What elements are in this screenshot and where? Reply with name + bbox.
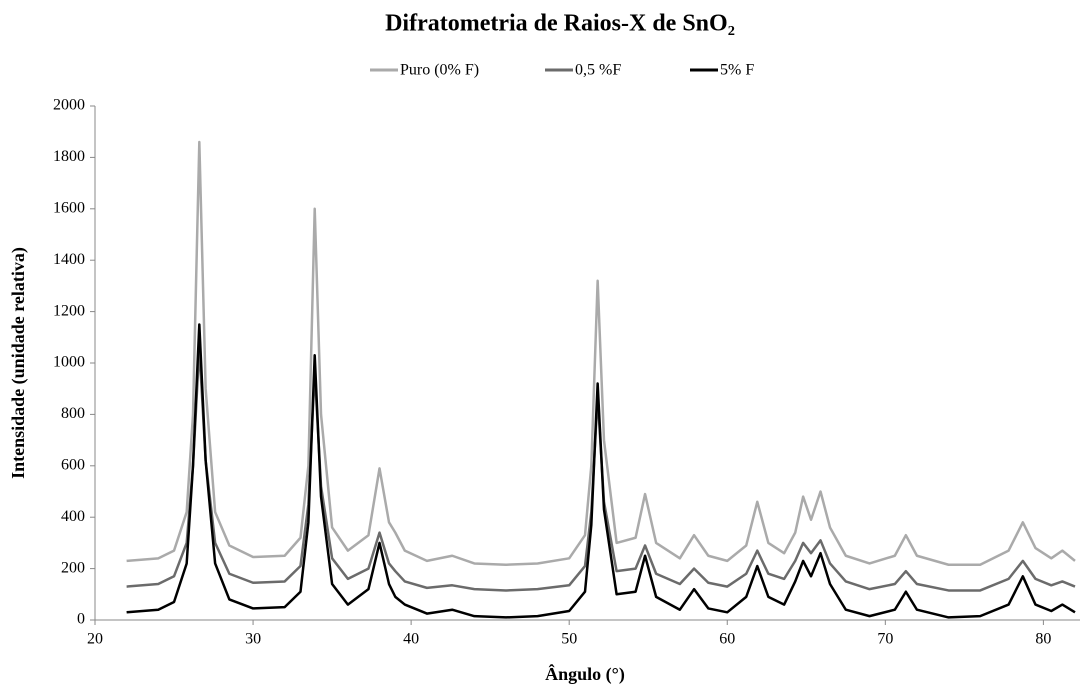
x-tick-label: 30	[245, 631, 261, 648]
y-tick-label: 1800	[53, 148, 85, 165]
y-axis-title: Intensidade (unidade relativa)	[8, 247, 29, 479]
y-tick-label: 2000	[53, 97, 85, 114]
y-tick-label: 400	[61, 508, 85, 525]
y-tick-label: 200	[61, 559, 85, 576]
chart-title: Difratometria de Raios-X de SnO₂	[385, 11, 735, 37]
y-tick-label: 600	[61, 456, 85, 473]
legend-label: 0,5 %F	[575, 62, 621, 79]
x-tick-label: 40	[403, 631, 419, 648]
x-axis-title: Ângulo (°)	[545, 663, 625, 685]
y-tick-label: 0	[77, 611, 85, 628]
legend-label: Puro (0% F)	[400, 62, 479, 79]
x-tick-label: 20	[87, 631, 103, 648]
series-line	[126, 323, 1076, 619]
y-tick-label: 1600	[53, 199, 85, 216]
x-tick-label: 70	[877, 631, 893, 648]
y-tick-label: 1200	[53, 302, 85, 319]
y-tick-label: 800	[61, 405, 85, 422]
y-tick-label: 1000	[53, 354, 85, 371]
y-tick-label: 1400	[53, 251, 85, 268]
x-tick-label: 60	[719, 631, 735, 648]
x-tick-label: 80	[1035, 631, 1051, 648]
x-tick-label: 50	[561, 631, 577, 648]
legend-label: 5% F	[720, 62, 754, 79]
series-line	[126, 140, 1076, 566]
